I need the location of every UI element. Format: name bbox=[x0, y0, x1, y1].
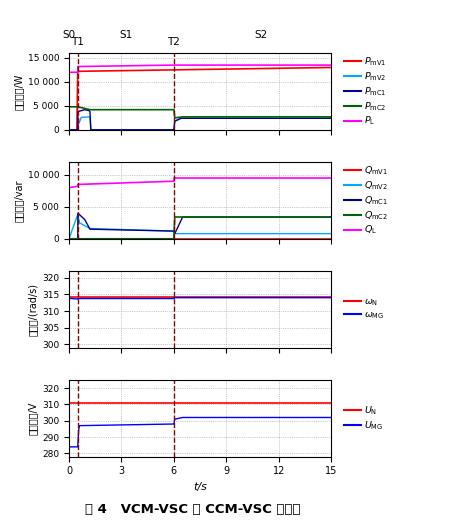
Text: S1: S1 bbox=[119, 30, 132, 40]
Legend: $Q_{\mathrm{mV1}}$, $Q_{\mathrm{mV2}}$, $Q_{\mathrm{mC1}}$, $Q_{\mathrm{mC2}}$, : $Q_{\mathrm{mV1}}$, $Q_{\mathrm{mV2}}$, … bbox=[343, 165, 387, 236]
Y-axis label: 角频率/(rad/s): 角频率/(rad/s) bbox=[28, 283, 38, 336]
Text: 图 4   VCM-VSC 与 CCM-VSC 间均载: 图 4 VCM-VSC 与 CCM-VSC 间均载 bbox=[85, 503, 300, 516]
Text: T1: T1 bbox=[71, 37, 84, 47]
Legend: $U_{\mathrm{N}}$, $U_{\mathrm{MG}}$: $U_{\mathrm{N}}$, $U_{\mathrm{MG}}$ bbox=[343, 405, 382, 432]
Y-axis label: 无功功率/var: 无功功率/var bbox=[13, 179, 23, 221]
Y-axis label: 有功功率/W: 有功功率/W bbox=[13, 73, 23, 109]
Legend: $P_{\mathrm{mV1}}$, $P_{\mathrm{mV2}}$, $P_{\mathrm{mC1}}$, $P_{\mathrm{mC2}}$, : $P_{\mathrm{mV1}}$, $P_{\mathrm{mV2}}$, … bbox=[343, 55, 385, 127]
Y-axis label: 电压幅值/V: 电压幅值/V bbox=[28, 401, 38, 435]
Legend: $\omega_{\mathrm{N}}$, $\omega_{\mathrm{MG}}$: $\omega_{\mathrm{N}}$, $\omega_{\mathrm{… bbox=[343, 298, 383, 321]
X-axis label: t/s: t/s bbox=[193, 482, 207, 492]
Text: S2: S2 bbox=[254, 30, 267, 40]
Text: S0: S0 bbox=[62, 30, 75, 40]
Text: T2: T2 bbox=[167, 37, 180, 47]
